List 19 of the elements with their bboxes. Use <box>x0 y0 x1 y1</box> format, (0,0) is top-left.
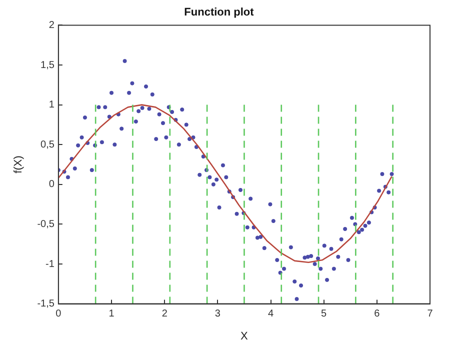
y-tick-label: 0 <box>48 179 55 190</box>
x-tick-label: 1 <box>108 308 115 320</box>
y-tick-label: 1,5 <box>40 60 55 71</box>
y-tick-label: -1,5 <box>37 298 55 310</box>
x-tick-label: 6 <box>374 308 380 320</box>
x-tick-label: 3 <box>214 308 221 320</box>
y-tick-label: 2 <box>48 20 55 31</box>
y-tick-label: 0,5 <box>40 139 55 150</box>
chart-title: Function plot <box>184 6 254 19</box>
x-tick-label: 4 <box>268 308 274 320</box>
x-tick-label: 2 <box>162 308 168 320</box>
x-axis-title: X <box>240 330 249 342</box>
x-tick-label: 7 <box>427 308 434 320</box>
y-tick-label: 1 <box>48 100 55 111</box>
y-axis-title: f(X) <box>12 156 25 174</box>
x-tick-label: 0 <box>56 308 62 320</box>
y-tick-label: -0,5 <box>37 218 55 230</box>
y-tick-label: -1 <box>46 258 55 270</box>
x-tick-label: 5 <box>321 308 328 320</box>
